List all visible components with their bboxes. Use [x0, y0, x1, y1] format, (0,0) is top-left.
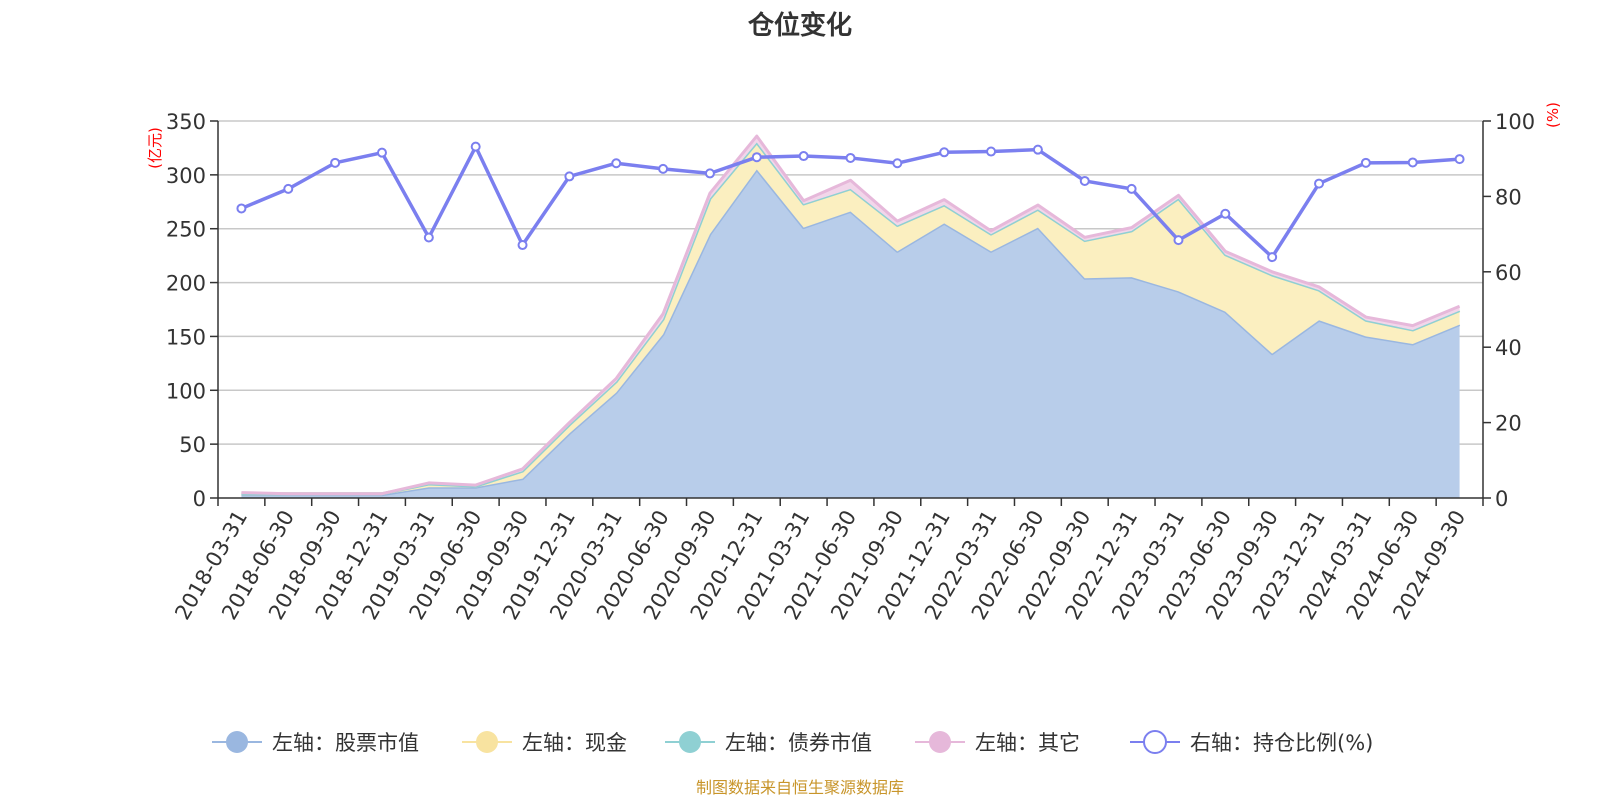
legend-item: 左轴：债券市值 — [665, 731, 872, 755]
ratio-point — [283, 183, 294, 194]
area-fill — [241, 169, 1460, 498]
ratio-point — [423, 232, 434, 243]
ratio-point — [1267, 252, 1278, 263]
ratio-point — [986, 146, 997, 157]
ratio-point — [1314, 178, 1325, 189]
area-fill — [241, 142, 1460, 495]
right-tick-label: 100 — [1495, 110, 1535, 134]
ratio-point — [1032, 144, 1043, 155]
legend-item: 左轴：其它 — [915, 731, 1080, 755]
stacked-areas — [241, 134, 1461, 498]
legend-marker — [679, 731, 701, 753]
legend-label: 左轴：其它 — [975, 731, 1080, 755]
legend-item: 右轴：持仓比例(%) — [1130, 730, 1373, 755]
area-line — [241, 134, 1461, 496]
ratio-point — [1220, 208, 1231, 219]
chart-title: 仓位变化 — [747, 10, 852, 41]
ratio-point — [1126, 183, 1137, 194]
right-tick-label: 0 — [1495, 487, 1508, 511]
legend-label: 左轴：债券市值 — [725, 731, 872, 755]
ratio-point — [564, 171, 575, 182]
left-tick-label: 300 — [166, 164, 206, 188]
holding-ratio-line — [236, 141, 1465, 263]
left-tick-label: 50 — [179, 433, 206, 457]
right-tick-label: 40 — [1495, 336, 1522, 360]
legend-item: 左轴：现金 — [462, 731, 627, 755]
ratio-point — [1079, 175, 1090, 186]
right-tick-label: 60 — [1495, 261, 1522, 285]
ratio-point — [892, 158, 903, 169]
legend-marker — [226, 731, 248, 753]
left-tick-label: 250 — [166, 218, 206, 242]
ratio-point — [470, 141, 481, 152]
legend-label: 左轴：现金 — [522, 731, 627, 755]
legend-marker — [929, 731, 951, 753]
legend: 左轴：股票市值 左轴：现金 左轴：债券市值 左轴：其它 右轴：持仓比例(%) — [212, 730, 1373, 755]
ratio-point — [939, 147, 950, 158]
ratio-point — [376, 147, 387, 158]
ratio-point — [1173, 235, 1184, 246]
ratio-point — [517, 240, 528, 251]
legend-marker — [476, 731, 498, 753]
source-note: 制图数据来自恒生聚源数据库 — [696, 778, 904, 797]
ratio-point — [658, 163, 669, 174]
ratio-point — [330, 157, 341, 168]
left-axis-unit: (亿元) — [146, 127, 164, 169]
legend-label: 右轴：持仓比例(%) — [1190, 731, 1373, 755]
ratio-point — [236, 203, 247, 214]
legend-label: 左轴：股票市值 — [272, 731, 419, 755]
ratio-point — [798, 151, 809, 162]
legend-item: 左轴：股票市值 — [212, 731, 419, 755]
ratio-point — [845, 152, 856, 163]
ratio-point — [704, 168, 715, 179]
left-tick-label: 350 — [166, 110, 206, 134]
left-tick-label: 100 — [166, 379, 206, 403]
left-tick-label: 200 — [166, 272, 206, 296]
left-tick-label: 150 — [166, 325, 206, 349]
right-tick-label: 20 — [1495, 412, 1522, 436]
right-tick-label: 80 — [1495, 185, 1522, 209]
ratio-point — [1454, 154, 1465, 165]
ratio-point — [751, 152, 762, 163]
left-tick-label: 0 — [193, 487, 206, 511]
ratio-point — [1360, 157, 1371, 168]
legend-marker — [1143, 730, 1167, 754]
ratio-point — [611, 158, 622, 169]
right-axis-unit: (%) — [1544, 102, 1562, 128]
ratio-point — [1407, 157, 1418, 168]
